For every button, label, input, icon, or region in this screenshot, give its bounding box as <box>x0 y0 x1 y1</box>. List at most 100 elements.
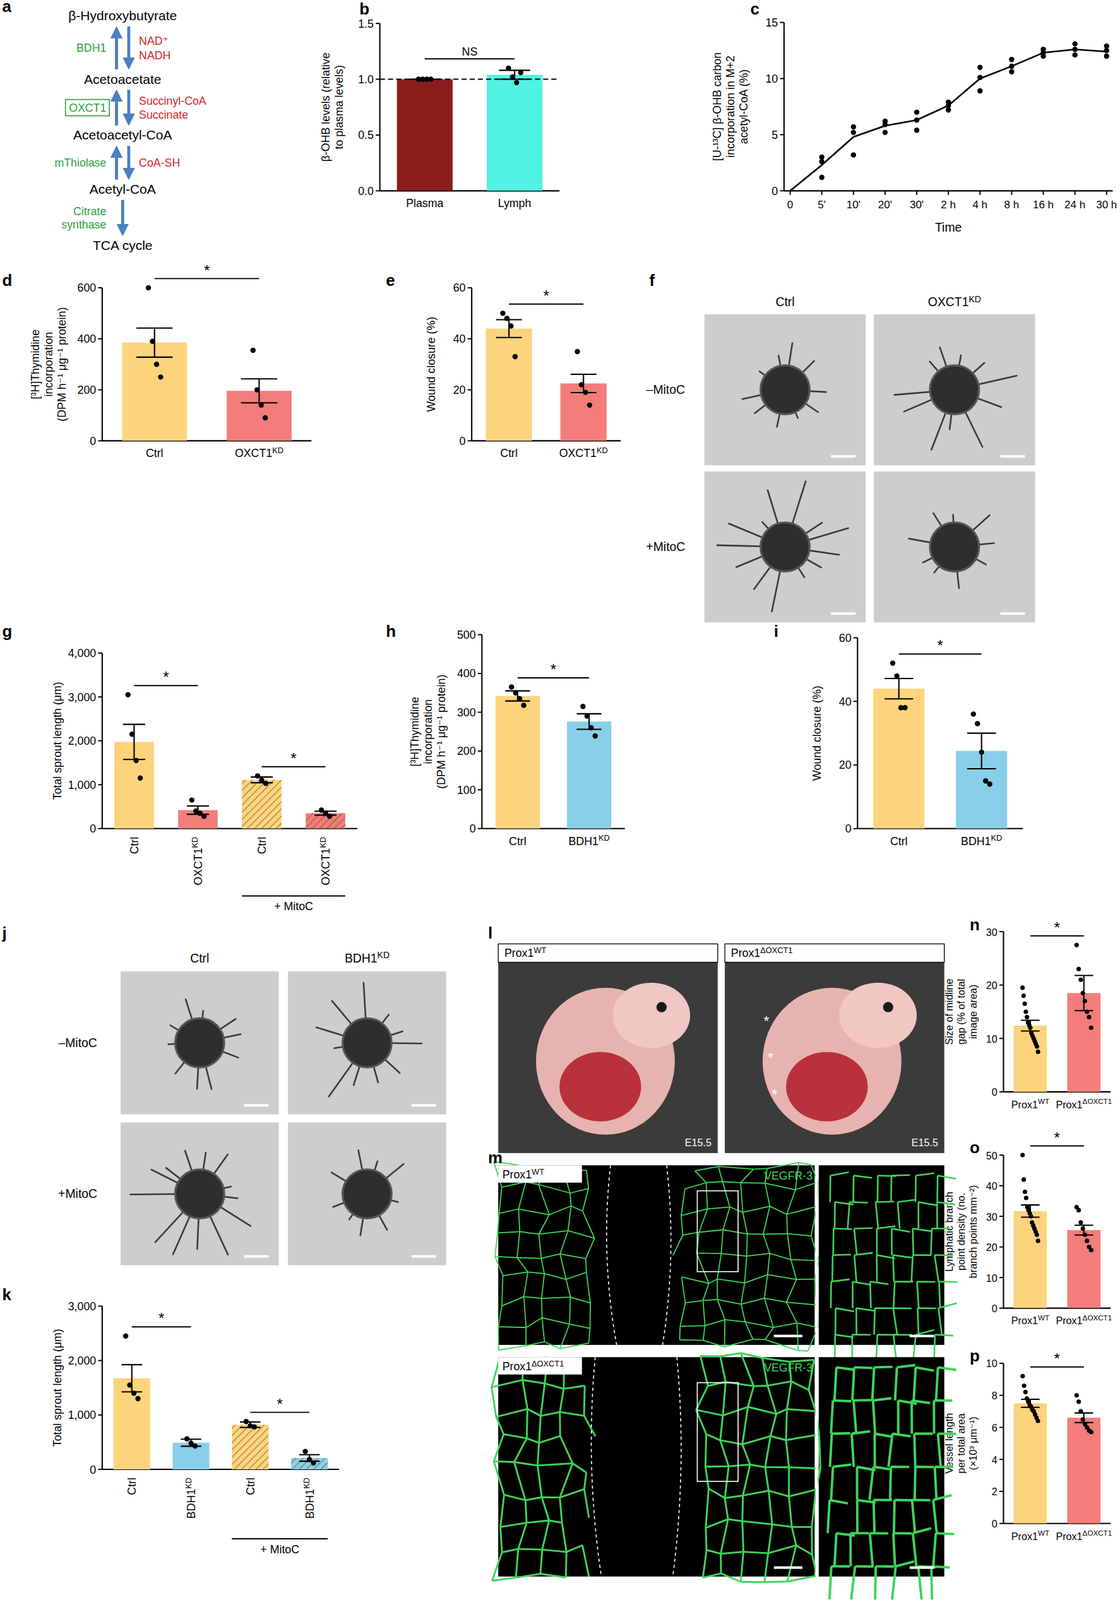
label-sup: KD <box>190 837 200 849</box>
x-tick-label: OXCT1KD <box>559 445 608 460</box>
bar <box>486 328 533 442</box>
vessel <box>916 1330 935 1336</box>
y-tick <box>999 1154 1004 1156</box>
panel-letter: h <box>385 622 396 641</box>
label-sup: ΔOXCT1 <box>1082 1529 1113 1538</box>
vessel <box>515 1549 519 1579</box>
bar <box>1013 1403 1048 1524</box>
y-axis-title: Wound closure (%) <box>810 685 824 781</box>
bar <box>873 688 925 829</box>
vessel <box>891 1229 910 1233</box>
vessel <box>717 1253 721 1280</box>
vessel <box>491 1380 523 1388</box>
vessel <box>931 1227 951 1230</box>
label-main: OXCT1 <box>319 847 333 886</box>
row-label: –MitoC <box>646 382 686 397</box>
panel-letter: m <box>488 1149 503 1167</box>
image-panel-f: CtrlOXCT1KD–MitoC+MitoC <box>645 294 1035 624</box>
y-tick <box>97 784 102 786</box>
vessel <box>888 1433 893 1468</box>
vessel <box>832 1229 835 1256</box>
vessel <box>494 1257 503 1276</box>
vessel <box>541 1274 545 1299</box>
data-point <box>818 174 824 180</box>
photo <box>724 943 945 1153</box>
vessel <box>830 1172 849 1176</box>
data-point <box>126 1382 132 1388</box>
data-point <box>1082 1233 1088 1238</box>
data-point <box>1074 1393 1079 1398</box>
vessel <box>720 1440 743 1446</box>
y-axis-title: gap (% of total <box>955 979 967 1045</box>
x-tick-label: OXCT1KD <box>234 445 284 460</box>
vessel <box>856 1500 859 1535</box>
vessel <box>912 1499 931 1502</box>
significance-label: * <box>1054 1350 1061 1368</box>
y-tick-label: 400 <box>77 332 97 346</box>
arrow <box>127 26 131 68</box>
x-tick-label: 20' <box>878 198 893 211</box>
data-point <box>578 381 584 388</box>
chart-e: 0204060Wound closure (%)CtrlOXCT1KD* <box>424 281 621 460</box>
data-point <box>263 780 269 787</box>
vessel <box>875 1307 894 1310</box>
vessel <box>570 1297 591 1304</box>
vessel <box>741 1283 745 1305</box>
vessel <box>765 1466 790 1469</box>
label-main: OXCT1 <box>234 446 273 460</box>
y-tick <box>853 828 858 830</box>
vessel <box>893 1282 895 1309</box>
data-point <box>818 154 824 160</box>
vessel <box>768 1491 773 1525</box>
y-tick <box>375 78 380 81</box>
vessel <box>541 1496 560 1499</box>
y-axis-title: Total sprout length (μm) <box>51 1328 64 1448</box>
label-box <box>498 1357 583 1375</box>
vessel <box>918 1202 937 1206</box>
vessel <box>912 1528 932 1534</box>
y-tick-label: 30 <box>986 926 998 939</box>
vessel <box>789 1496 793 1528</box>
vessel <box>833 1229 852 1230</box>
embryo-eye <box>883 1002 894 1013</box>
data-point <box>986 781 992 787</box>
embryo-head <box>612 982 691 1049</box>
chart-n: 0102030Size of midlinegap (% of totalima… <box>943 919 1113 1111</box>
vessel <box>565 1552 567 1578</box>
vessel <box>526 1520 550 1524</box>
vessel <box>912 1229 932 1232</box>
bar <box>1013 1025 1048 1093</box>
enzyme: Citrate <box>73 205 107 218</box>
vessel <box>549 1206 571 1216</box>
bar <box>566 721 612 829</box>
data-point <box>851 130 857 136</box>
vessel <box>891 1174 910 1177</box>
vessel <box>717 1279 745 1283</box>
vessel <box>936 1367 939 1401</box>
vessel <box>681 1277 686 1304</box>
vessel <box>740 1353 763 1359</box>
vessel <box>869 1532 889 1535</box>
x-tick-label: BDH1KD <box>568 833 610 848</box>
y-tick <box>477 711 482 713</box>
arrow <box>114 147 119 180</box>
vessel <box>852 1367 855 1401</box>
vessel <box>685 1300 704 1304</box>
vessel <box>916 1282 919 1309</box>
vessel <box>720 1440 729 1467</box>
vessel <box>720 1253 747 1257</box>
bar <box>1066 1417 1101 1525</box>
spheroid-core <box>342 1018 393 1068</box>
chart-d: 0200400600[³H]Thymidineincorporation(DPM… <box>29 262 312 461</box>
vessel <box>518 1549 543 1550</box>
vessel <box>586 1272 591 1304</box>
vessel <box>851 1282 854 1309</box>
vessel <box>538 1234 542 1259</box>
data-point <box>1074 943 1079 948</box>
vessel <box>893 1307 912 1310</box>
y-axis-title: [³H]Thymidine <box>29 329 42 400</box>
vessel <box>935 1467 937 1501</box>
significance-label: * <box>276 1395 283 1413</box>
group-line <box>241 895 346 897</box>
significance-label: * <box>542 287 550 305</box>
